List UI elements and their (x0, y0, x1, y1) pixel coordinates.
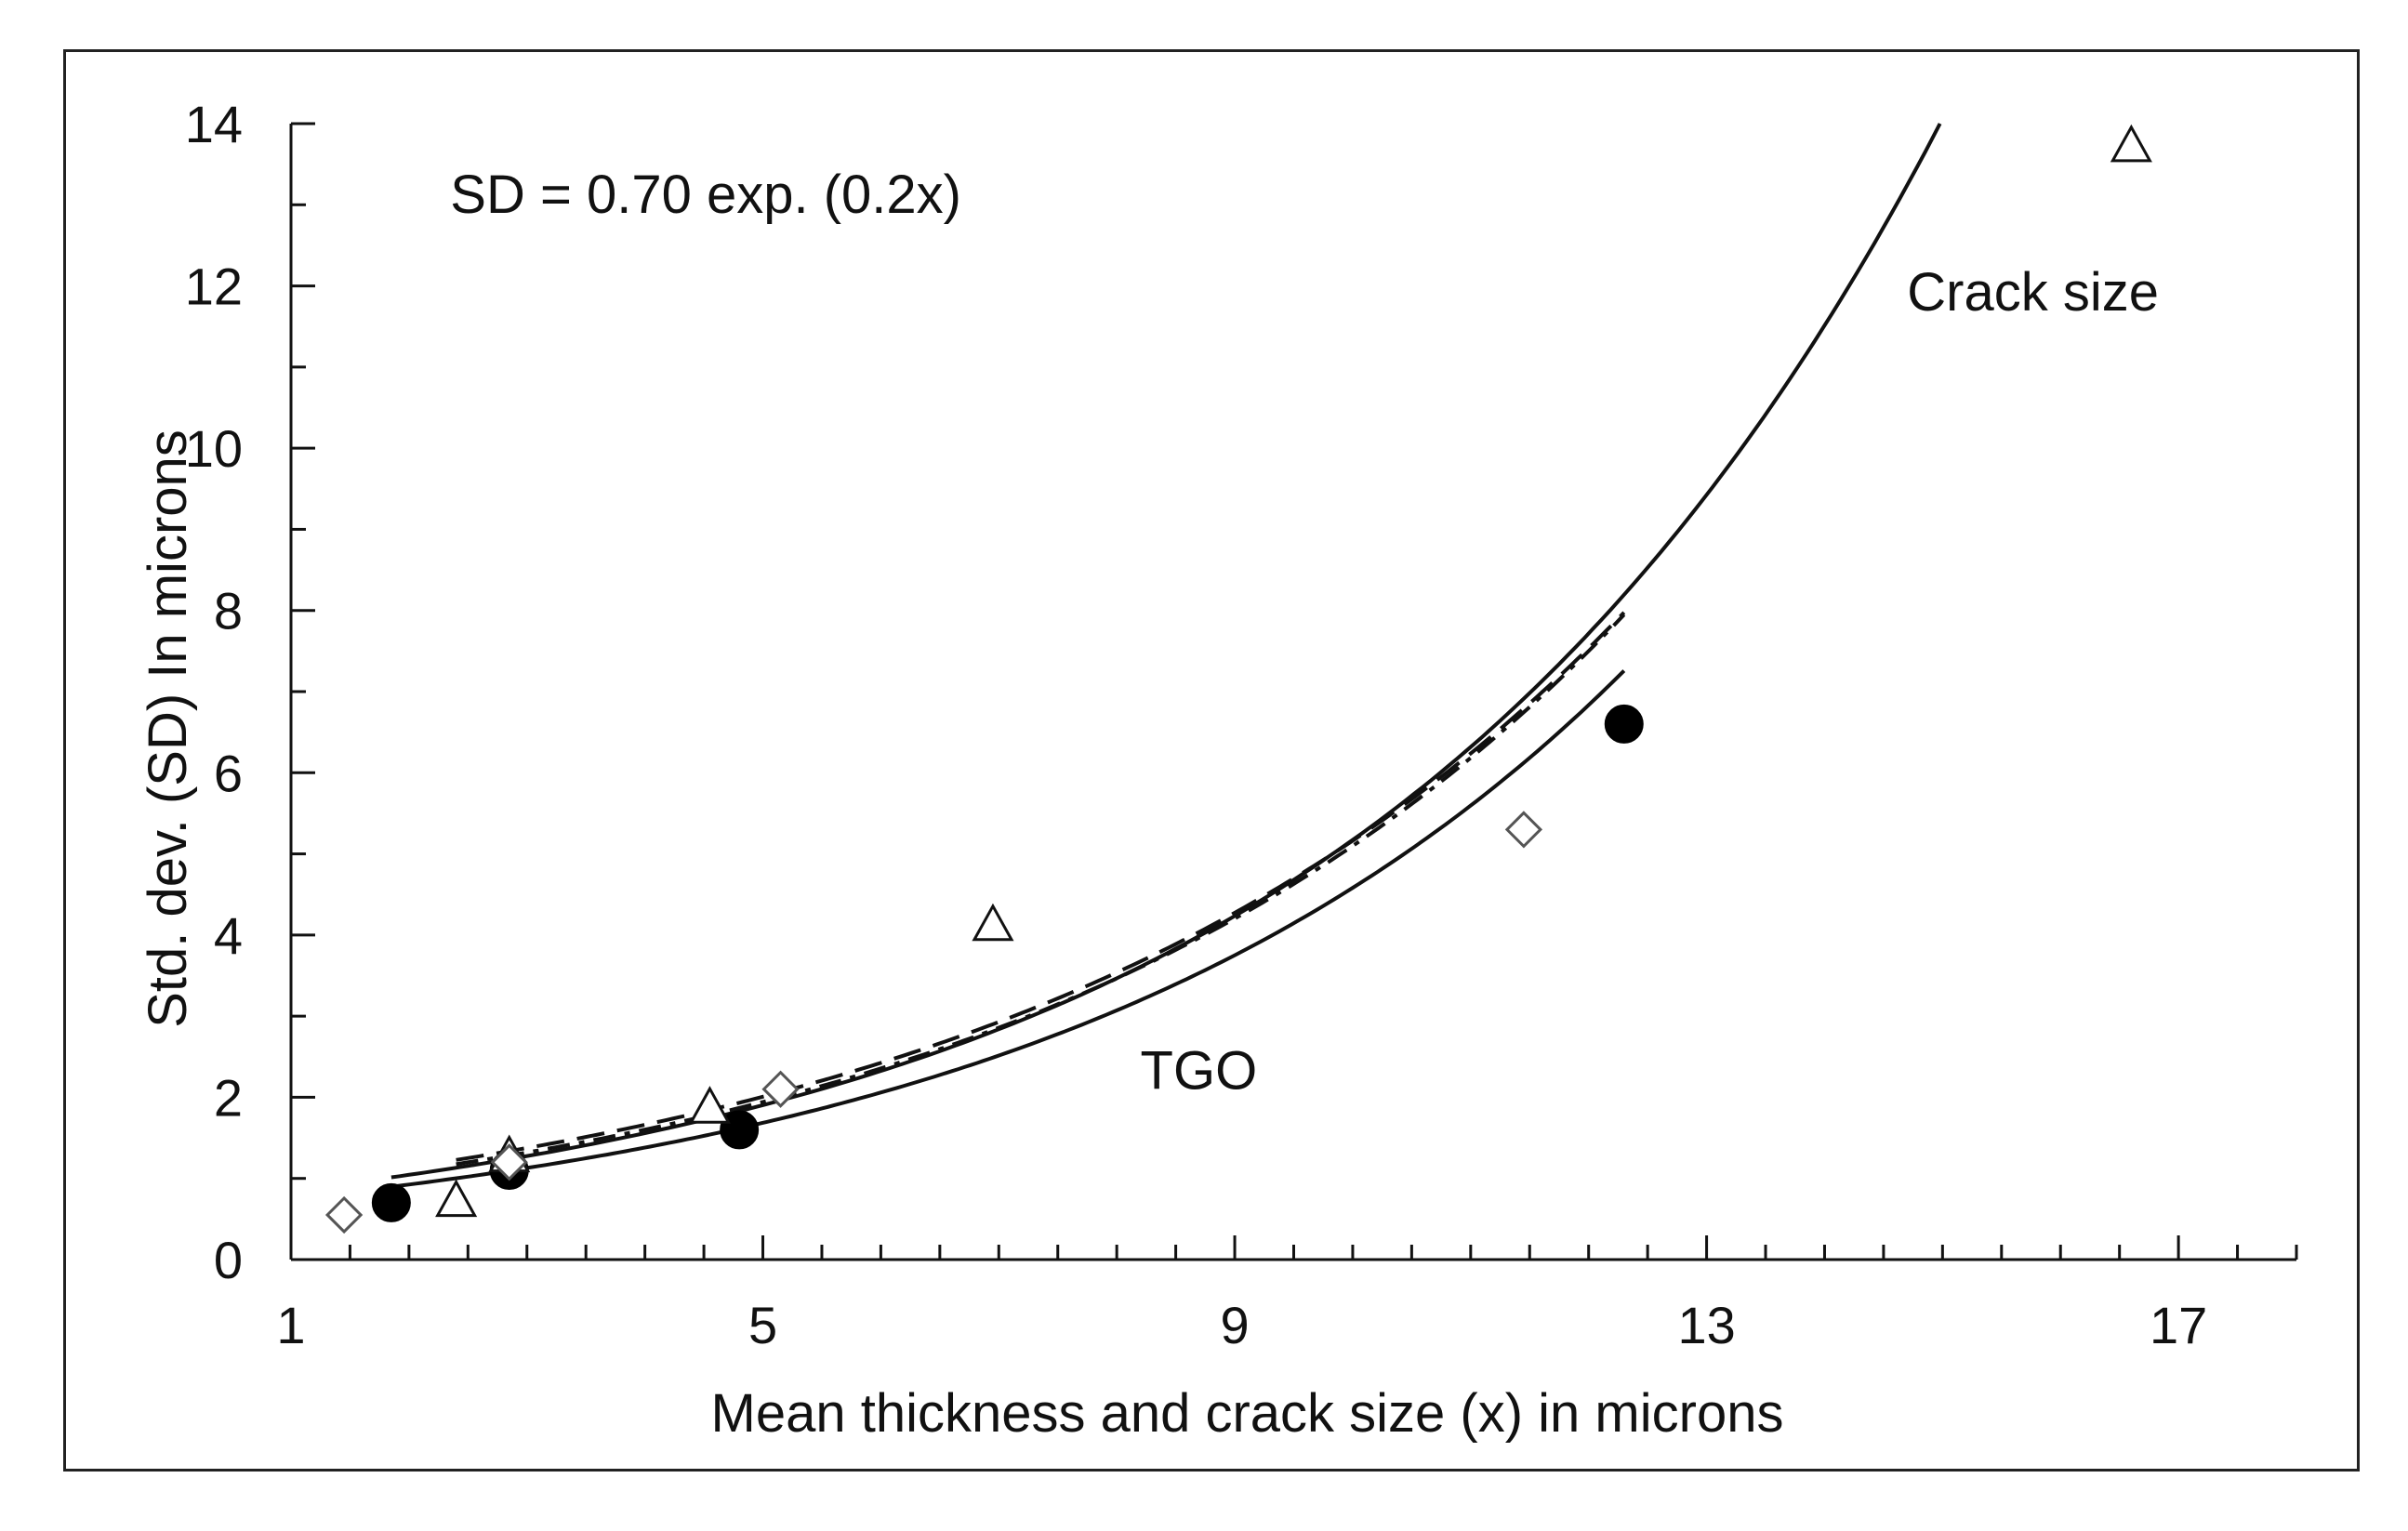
fit-4-curve (456, 613, 1626, 1167)
y-tick-label: 0 (214, 1231, 243, 1289)
x-tick-label: 9 (1220, 1296, 1249, 1354)
fit-3-curve (456, 611, 1626, 1162)
crack-size-fit-curve (390, 123, 1942, 1180)
x-tick-label: 17 (2150, 1296, 2207, 1354)
crack-size-label: Crack size (1907, 262, 2159, 323)
crack-size-data-point (688, 1086, 731, 1124)
x-axis-title: Mean thickness and crack size (x) in mic… (711, 1383, 1784, 1444)
tgo-label: TGO (1141, 1041, 1258, 1102)
diamond-data-point (1504, 811, 1543, 849)
y-tick-label: 4 (214, 906, 243, 965)
tgo-data-point (720, 1110, 760, 1150)
y-tick-label: 6 (214, 744, 243, 802)
crack-size-data-point (435, 1179, 478, 1218)
y-tick-label: 10 (185, 419, 243, 478)
y-tick-label: 12 (185, 257, 243, 316)
equation-annotation: SD = 0.70 exp. (0.2x) (450, 165, 961, 225)
diamond-data-point (324, 1195, 364, 1234)
y-tick-label: 2 (214, 1068, 243, 1127)
tgo-data-point (1604, 704, 1644, 744)
x-tick-label: 13 (1677, 1296, 1735, 1354)
crack-size-data-point (2110, 124, 2152, 163)
y-tick-label: 8 (214, 582, 243, 640)
x-tick-label: 1 (276, 1296, 305, 1354)
tgo-data-point (371, 1182, 411, 1222)
y-axis-title: Std. dev. (SD) In microns (138, 429, 198, 1028)
tgo-fit-curve (390, 669, 1626, 1189)
diamond-data-point (761, 1070, 800, 1108)
diamond-data-point (490, 1143, 528, 1181)
crack-size-data-point (972, 903, 1014, 942)
y-tick-label: 14 (185, 95, 243, 153)
x-tick-label: 5 (748, 1296, 777, 1354)
chart-frame (63, 49, 2360, 1472)
